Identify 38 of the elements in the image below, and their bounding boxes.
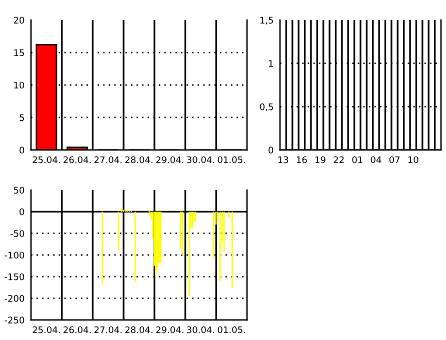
x-tick-label: 26.04. [64, 326, 91, 334]
x-tick-label: 29.04. [156, 156, 184, 164]
y-tick-label: -250 [4, 316, 24, 324]
y-tick-label: -150 [4, 273, 24, 280]
x-tick-label: 27.04. [94, 156, 122, 164]
x-tick-label: 26.04. [64, 156, 91, 164]
x-tick-label: 04 [370, 156, 382, 164]
x-tick-label: 16 [296, 156, 307, 164]
y-tick-label: 0,5 [260, 103, 273, 112]
x-tick-label: 25.04. [32, 156, 60, 164]
y-tick-label: 0 [268, 146, 274, 154]
y-tick-label: 1 [269, 60, 273, 67]
y-tick-label: 15 [14, 49, 24, 56]
x-tick-label: 01.05. [218, 156, 245, 164]
x-tick-label: 01 [352, 156, 362, 164]
x-tick-label: 25.04. [32, 326, 60, 334]
y-tick-label: 1,5 [260, 16, 273, 25]
x-tick-label: 19 [316, 156, 326, 164]
x-tick-label: 10 [408, 156, 418, 164]
x-tick-label: 22 [334, 156, 344, 164]
x-tick-label: 29.04. [156, 326, 184, 334]
y-tick-label: -100 [4, 252, 24, 259]
x-tick-label: 13 [278, 156, 288, 164]
x-tick-label: 30.04. [187, 326, 214, 334]
y-tick-label: 20 [14, 16, 24, 24]
y-tick-label: 50 [14, 186, 24, 194]
x-tick-label: 01.05. [218, 326, 245, 334]
x-tick-label: 28.04. [125, 156, 152, 164]
y-tick-label: 5 [20, 114, 24, 122]
x-tick-label: 28.04. [125, 326, 152, 334]
y-tick-label: 10 [14, 82, 24, 89]
x-tick-label: 27.04. [94, 326, 122, 334]
x-tick-label: 07 [389, 156, 400, 164]
x-tick-label: 30.04. [187, 156, 214, 164]
y-tick-label: -200 [4, 295, 24, 302]
y-tick-label: 0 [20, 208, 24, 216]
y-tick-label: -50 [10, 230, 24, 237]
y-tick-label: 0 [20, 146, 24, 154]
